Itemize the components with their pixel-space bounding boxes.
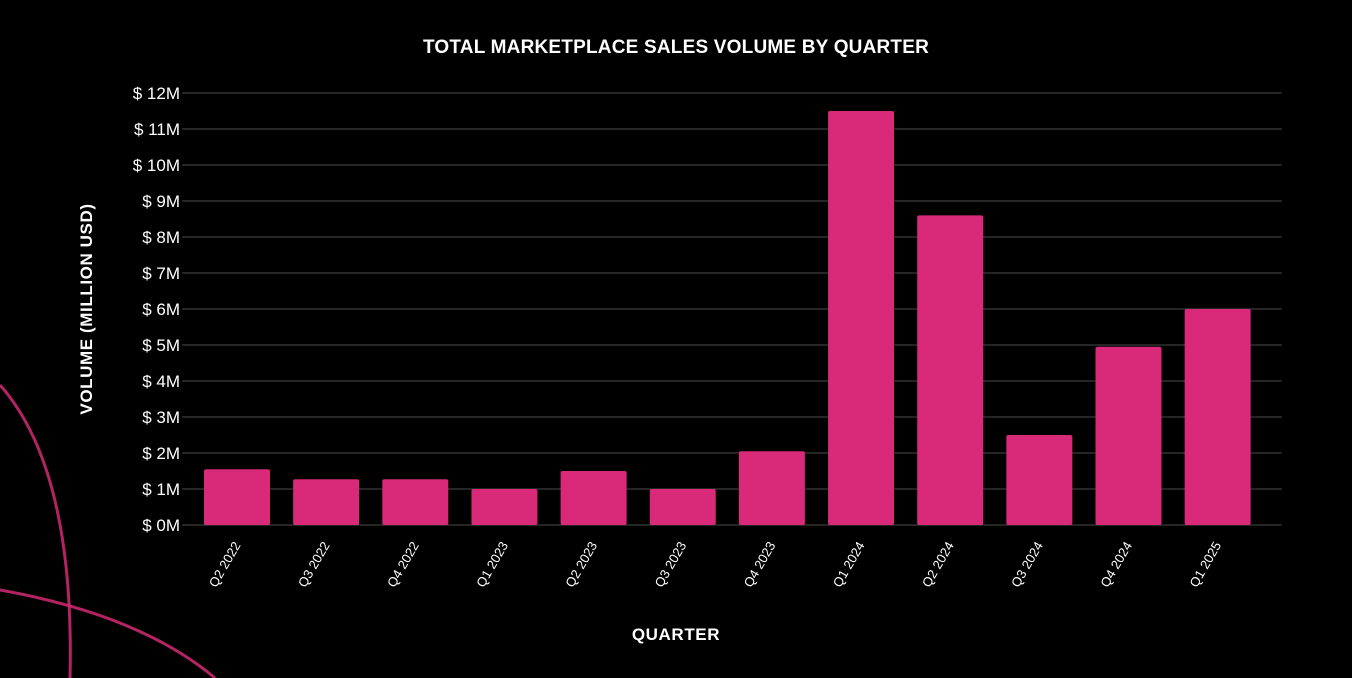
- x-tick-label: Q3 2023: [651, 539, 689, 590]
- x-tick-label: Q4 2022: [384, 539, 422, 590]
- x-tick-label: Q1 2024: [830, 539, 868, 590]
- x-axis-label: QUARTER: [632, 625, 720, 644]
- x-tick-label: Q3 2024: [1008, 539, 1046, 590]
- y-tick-label: $ 2M: [142, 444, 180, 463]
- x-tick-label: Q2 2023: [562, 539, 600, 590]
- y-tick-label: $ 5M: [142, 336, 180, 355]
- bar: [560, 471, 627, 525]
- x-tick-label: Q3 2022: [295, 539, 333, 590]
- bar: [738, 451, 805, 525]
- y-axis-ticks: $ 0M $ 1M $ 2M $ 3M $ 4M $ 5M $ 6M $ 7M $ 8M $ 9M…: [133, 84, 180, 535]
- bar: [293, 479, 360, 525]
- y-tick-label: $ 3M: [142, 408, 180, 427]
- x-axis-ticks: Q2 2022 Q3 2022 Q4 2022 Q1 2023 Q2 2023 Q3 20…: [206, 539, 1225, 590]
- decorative-arcs: [0, 384, 216, 678]
- gridlines: [182, 92, 1282, 526]
- bar: [382, 479, 449, 525]
- x-tick-label: Q4 2023: [741, 539, 779, 590]
- x-tick-label: Q1 2023: [473, 539, 511, 590]
- x-tick-label: Q2 2022: [206, 539, 244, 590]
- bar: [649, 489, 716, 525]
- y-tick-label: $ 7M: [142, 264, 180, 283]
- y-tick-label: $ 9M: [142, 192, 180, 211]
- bar: [204, 469, 270, 525]
- y-axis-label: VOLUME (MILLION USD): [77, 203, 96, 414]
- bar: [917, 215, 984, 525]
- bars: [204, 111, 1251, 525]
- bar: [1006, 435, 1073, 525]
- bar: [828, 111, 895, 525]
- chart-title: TOTAL MARKETPLACE SALES VOLUME BY QUARTE…: [423, 37, 929, 58]
- x-tick-label: Q1 2025: [1186, 539, 1224, 590]
- bar: [1184, 309, 1251, 525]
- y-tick-label: $ 10M: [133, 156, 180, 175]
- bar: [1095, 346, 1162, 525]
- y-tick-label: $ 0M: [142, 516, 180, 535]
- y-tick-label: $ 1M: [142, 480, 180, 499]
- y-tick-label: $ 6M: [142, 300, 180, 319]
- y-tick-label: $ 12M: [133, 84, 180, 103]
- x-tick-label: Q4 2024: [1097, 539, 1135, 590]
- y-tick-label: $ 4M: [142, 372, 180, 391]
- x-tick-label: Q2 2024: [919, 539, 957, 590]
- decorative-arc-left: [0, 384, 72, 678]
- decorative-arc-bottom: [0, 588, 216, 678]
- bar: [471, 489, 538, 525]
- y-tick-label: $ 8M: [142, 228, 180, 247]
- y-tick-label: $ 11M: [134, 120, 180, 139]
